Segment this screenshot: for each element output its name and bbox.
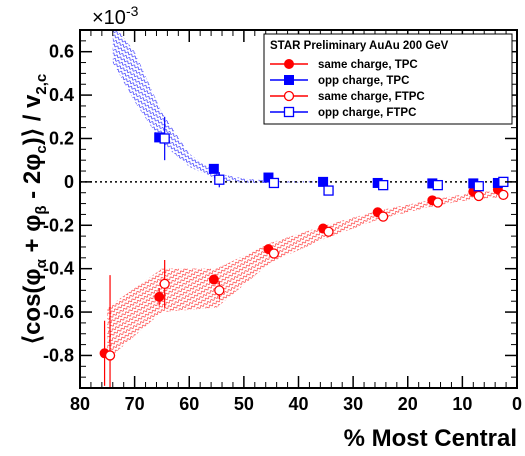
y-title-sub-a: α	[33, 258, 50, 268]
y-tick-label: -0.6	[43, 302, 74, 322]
x-tick-label: 0	[512, 394, 522, 414]
x-tick-label: 70	[125, 394, 145, 414]
legend-title: STAR Preliminary AuAu 200 GeV	[270, 40, 449, 52]
x-tick-label: 50	[234, 394, 254, 414]
legend-entry: same charge, FTPC	[270, 90, 425, 103]
y-tick-label: -0.4	[43, 259, 74, 279]
data-point	[378, 179, 389, 191]
svg-text:⟨cos(φα + φβ - 2φc)⟩ / v2,c: ⟨cos(φα + φβ - 2φc)⟩ / v2,c	[19, 74, 50, 345]
exponent-base: ×10	[92, 7, 126, 29]
data-point	[432, 179, 443, 191]
y-title-part: - 2φ	[19, 154, 46, 206]
y-tick-label: -0.8	[43, 345, 74, 365]
legend-marker	[283, 106, 295, 118]
svg-text:×10-3: ×10-3	[92, 3, 139, 29]
legend-entry: same charge, TPC	[270, 59, 418, 71]
data-point	[104, 350, 116, 361]
legend-marker	[283, 90, 295, 102]
data-points	[99, 116, 509, 388]
legend-box	[263, 33, 513, 125]
legend-label: opp charge, TPC	[318, 75, 409, 87]
y-title-sub-v2c: 2,c	[33, 74, 50, 95]
band-0	[107, 190, 501, 360]
band-1	[112, 30, 326, 183]
data-point	[473, 181, 484, 192]
data-point	[154, 291, 165, 302]
legend-label: same charge, TPC	[318, 59, 418, 71]
data-point	[323, 185, 334, 196]
data-point	[208, 163, 219, 174]
data-point	[473, 190, 484, 202]
legend-marker	[284, 59, 294, 69]
data-point	[432, 197, 443, 208]
series-3	[159, 116, 509, 196]
y-title-sub-c: c	[33, 145, 50, 153]
x-tick-label: 10	[452, 394, 472, 414]
y-axis-title: ⟨cos(φα + φβ - 2φc)⟩ / v2,c	[19, 74, 50, 345]
data-point	[159, 133, 170, 144]
x-tick-label: 80	[70, 394, 90, 414]
exponent-power: -3	[126, 3, 139, 19]
series-1	[154, 132, 503, 189]
data-point	[323, 226, 334, 237]
y-title-part: ⟨cos(φ	[19, 268, 46, 344]
x-tick-label: 60	[179, 394, 199, 414]
data-point	[498, 189, 509, 201]
x-tick-label: 20	[398, 394, 418, 414]
y-tick-label: 0.2	[49, 128, 74, 148]
y-title-part: )⟩ / v	[19, 94, 46, 145]
data-point	[214, 174, 225, 185]
y-tick-label: 0.6	[49, 42, 74, 62]
data-point	[268, 248, 280, 259]
legend: STAR Preliminary AuAu 200 GeV same charg…	[263, 33, 513, 125]
legend-entry: opp charge, TPC	[270, 75, 409, 87]
legend-entries: same charge, TPC opp charge, TPC same char…	[270, 59, 425, 119]
data-point	[318, 176, 329, 187]
data-point	[214, 285, 225, 296]
data-point	[268, 177, 280, 189]
legend-label: same charge, FTPC	[318, 91, 425, 103]
data-point	[208, 274, 219, 285]
legend-marker	[284, 75, 294, 85]
systematic-bands	[107, 30, 501, 360]
legend-label: opp charge, FTPC	[318, 107, 416, 119]
data-point	[263, 172, 274, 183]
y-tick-label: 0.4	[49, 85, 74, 105]
series-2	[104, 189, 509, 388]
x-axis-title: % Most Central	[344, 425, 517, 452]
data-point	[159, 278, 170, 290]
x-tick-label: 30	[343, 394, 363, 414]
y-tick-label: 0	[64, 172, 74, 192]
y-title-sub-b: β	[33, 205, 50, 214]
y-tick-label: -0.2	[43, 215, 74, 235]
y-title-part: + φ	[19, 215, 46, 260]
x-tick-label: 40	[288, 394, 308, 414]
data-point	[378, 211, 389, 222]
legend-entry: opp charge, FTPC	[270, 106, 416, 119]
exponent-label: ×10-3	[92, 3, 139, 29]
